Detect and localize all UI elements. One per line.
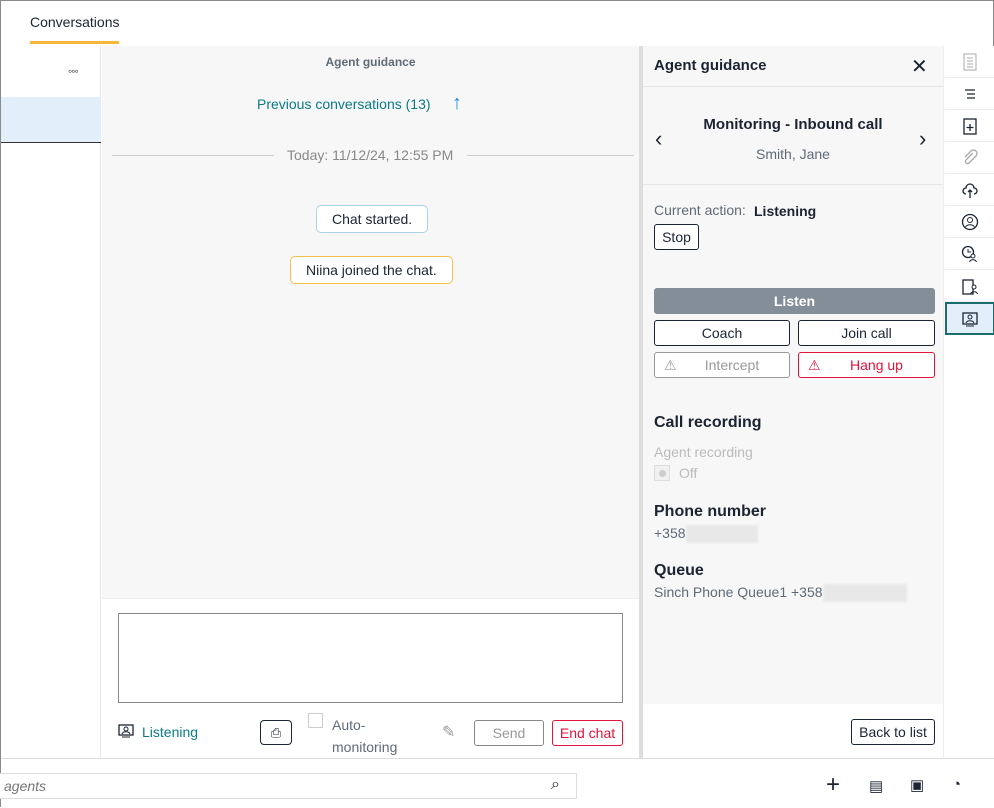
compose-area: Listening ⎙ Auto-monitoring ✎ Send End c… xyxy=(102,598,639,758)
system-message: Chat started. xyxy=(316,205,429,233)
plus-icon[interactable]: + xyxy=(826,771,841,798)
attach-document-button[interactable]: ⎙ xyxy=(260,720,292,745)
clipboard-user-icon[interactable] xyxy=(945,270,994,302)
agent-recording-toggle[interactable] xyxy=(654,465,670,481)
user-clock-icon[interactable] xyxy=(945,238,994,270)
search-icon[interactable]: ⌕ xyxy=(551,776,560,793)
user-clock-icon[interactable]: ◔ xyxy=(952,776,962,793)
chat-title: Agent guidance xyxy=(325,55,416,69)
agent-search-input[interactable] xyxy=(0,773,577,799)
previous-conversations-link[interactable]: Previous conversations (13) xyxy=(257,96,431,112)
call-title: Monitoring - Inbound call xyxy=(703,116,883,133)
current-action-value: Listening xyxy=(754,203,817,219)
tab-conversations[interactable]: Conversations xyxy=(30,14,120,30)
phone-number-value: +358 xyxy=(654,525,758,544)
back-to-list-button[interactable]: Back to list xyxy=(851,719,935,745)
warning-icon: ⚠ xyxy=(808,356,821,373)
warning-icon: ⚠ xyxy=(664,356,677,373)
variables-icon[interactable] xyxy=(945,78,994,110)
bottom-bar: ⌕ + ▤ ▣ ◔ xyxy=(0,758,994,808)
auto-label-line1: Auto- xyxy=(332,717,366,733)
redacted-queue xyxy=(822,584,907,603)
calendar-add-icon[interactable] xyxy=(945,110,994,142)
agent-guidance-icon[interactable] xyxy=(945,302,994,335)
intercept-label: Intercept xyxy=(704,357,760,373)
monitor-person-icon xyxy=(118,724,134,738)
current-action-label: Current action: xyxy=(654,202,746,218)
listening-status: Listening xyxy=(142,724,199,740)
auto-label-line2: monitoring xyxy=(332,739,398,755)
paperclip-icon[interactable] xyxy=(945,142,994,174)
more-options-icon[interactable]: ◦◦◦ xyxy=(68,64,79,78)
system-message: Niina joined the chat. xyxy=(290,256,453,284)
user-circle-icon[interactable] xyxy=(945,206,994,238)
redacted-phone xyxy=(685,525,758,544)
phone-number-heading: Phone number xyxy=(654,503,767,520)
panel-title: Agent guidance xyxy=(654,57,767,74)
chevron-right-icon[interactable]: › xyxy=(919,126,927,151)
coach-button[interactable]: Coach xyxy=(654,320,790,346)
divider xyxy=(643,86,943,87)
phone-prefix: +358 xyxy=(654,525,686,541)
end-chat-button[interactable]: End chat xyxy=(552,720,623,746)
hang-up-button[interactable]: ⚠ Hang up xyxy=(798,352,935,378)
divider xyxy=(112,155,274,156)
cloud-upload-icon[interactable] xyxy=(945,174,994,206)
hang-up-label: Hang up xyxy=(850,357,903,373)
auto-monitoring-label: Auto-monitoring xyxy=(332,714,397,758)
contact-book-icon[interactable]: ▣ xyxy=(910,777,925,794)
pencil-icon[interactable]: ✎ xyxy=(442,724,456,741)
send-button[interactable]: Send xyxy=(474,720,544,746)
message-input[interactable] xyxy=(118,613,623,703)
close-icon[interactable]: ✕ xyxy=(911,56,928,78)
notes-icon[interactable] xyxy=(945,46,994,78)
queue-value: Sinch Phone Queue1 +358 xyxy=(654,584,907,603)
queue-heading: Queue xyxy=(654,562,704,579)
queue-text: Sinch Phone Queue1 +358 xyxy=(654,584,823,600)
selected-conversation[interactable] xyxy=(1,97,101,143)
intercept-button[interactable]: ⚠ Intercept xyxy=(654,352,790,378)
side-toolbar xyxy=(943,46,994,758)
stop-button[interactable]: Stop xyxy=(654,224,699,250)
agent-recording-label: Agent recording xyxy=(654,444,753,460)
divider xyxy=(467,155,634,156)
conversation-list: ◦◦◦ xyxy=(1,46,101,758)
agent-recording-value: Off xyxy=(679,465,698,481)
arrow-up-icon[interactable]: ↑ xyxy=(452,92,462,114)
active-tab-indicator xyxy=(30,41,119,44)
date-separator: Today: 11/12/24, 12:55 PM xyxy=(287,147,454,163)
agent-guidance-panel: Agent guidance ✕ ‹ Monitoring - Inbound … xyxy=(643,46,943,758)
toggle-dot xyxy=(658,469,666,477)
chevron-left-icon[interactable]: ‹ xyxy=(655,126,663,151)
auto-monitoring-checkbox[interactable] xyxy=(308,713,323,728)
chat-area: Agent guidance Previous conversations (1… xyxy=(102,46,639,598)
clipboard-icon[interactable]: ▤ xyxy=(869,778,884,795)
join-call-button[interactable]: Join call xyxy=(798,320,935,346)
call-recording-heading: Call recording xyxy=(654,414,762,431)
panel-resize-handle[interactable] xyxy=(639,46,643,758)
divider xyxy=(643,184,943,185)
contact-name: Smith, Jane xyxy=(756,146,830,162)
listen-button[interactable]: Listen xyxy=(654,288,935,314)
